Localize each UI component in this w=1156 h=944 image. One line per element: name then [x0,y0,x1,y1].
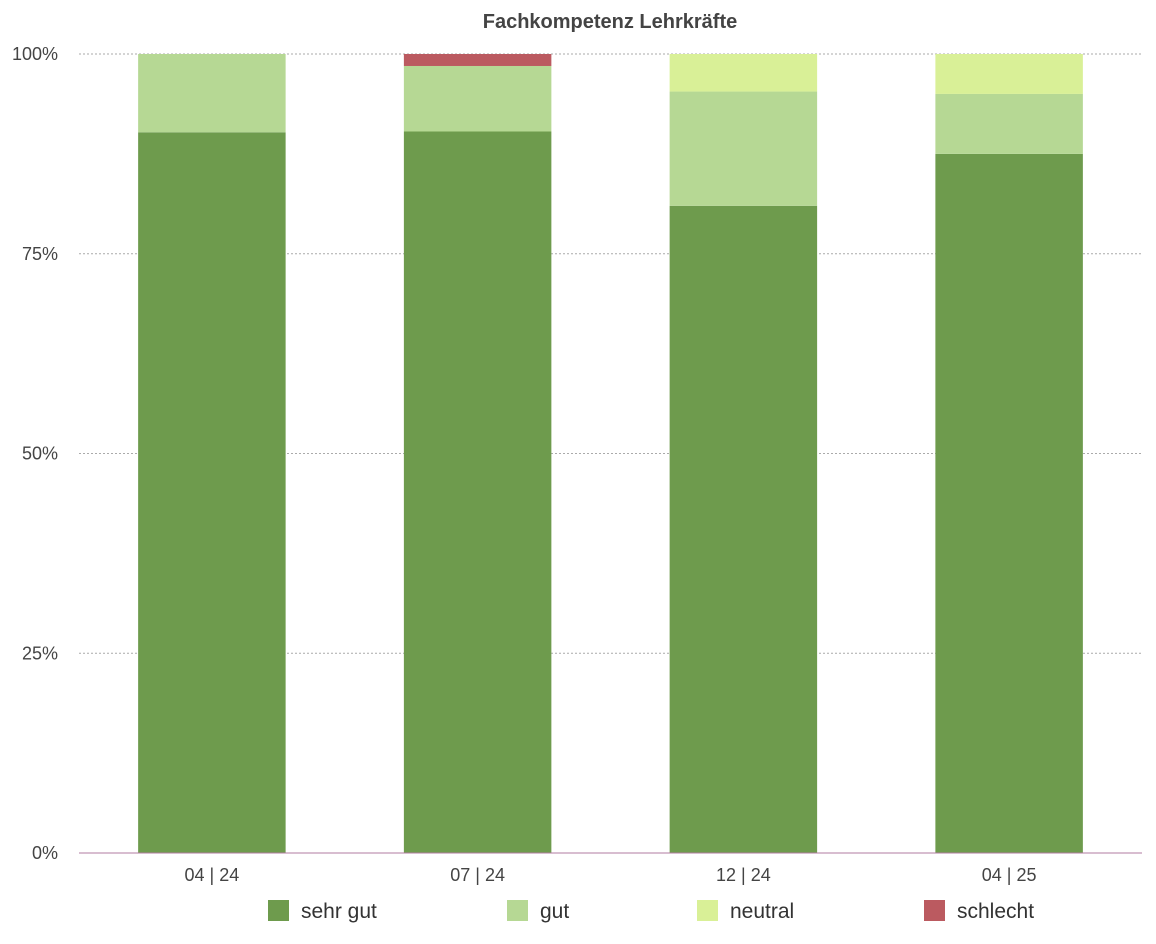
legend-label: neutral [730,900,794,923]
legend-item-sehr-gut[interactable]: sehr gut [268,900,377,923]
legend-swatch [924,900,945,921]
x-tick-label: 04 | 25 [982,865,1037,885]
bar-segment-sehr-gut[interactable] [403,131,552,854]
legend[interactable]: sehr gut gut neutral schlecht [268,900,1034,923]
legend-item-schlecht[interactable]: schlecht [924,900,1034,923]
x-axis-ticks: 04 | 24 07 | 24 12 | 24 04 | 25 [185,865,1037,885]
legend-item-gut[interactable]: gut [507,900,569,923]
bar-segment-gut[interactable] [935,93,1083,154]
x-tick-label: 04 | 24 [185,865,240,885]
legend-label: schlecht [957,900,1034,923]
bar-segment-sehr-gut[interactable] [669,205,818,853]
x-tick-label: 07 | 24 [450,865,505,885]
legend-label: gut [540,900,569,923]
bar-segment-neutral[interactable] [669,54,818,92]
bar-segment-sehr-gut[interactable] [138,132,286,853]
bar-segment-gut[interactable] [403,65,552,132]
y-tick-label: 75% [22,244,58,264]
legend-swatch [507,900,528,921]
bars [138,54,1083,854]
legend-swatch [697,900,718,921]
legend-swatch [268,900,289,921]
bar-segment-gut[interactable] [669,91,818,206]
bar-segment-sehr-gut[interactable] [935,153,1083,853]
y-axis-ticks: 0% 25% 50% 75% 100% [12,44,58,863]
bar-segment-neutral[interactable] [935,54,1083,94]
legend-item-neutral[interactable]: neutral [697,900,794,923]
y-tick-label: 0% [32,843,58,863]
y-tick-label: 100% [12,44,58,64]
legend-label: sehr gut [301,900,377,923]
x-tick-label: 12 | 24 [716,865,771,885]
chart-title: Fachkompetenz Lehrkräfte [483,11,738,33]
y-tick-label: 50% [22,444,58,464]
bar-segment-gut[interactable] [138,54,286,133]
bar-segment-schlecht[interactable] [403,54,552,66]
y-tick-label: 25% [22,643,58,663]
